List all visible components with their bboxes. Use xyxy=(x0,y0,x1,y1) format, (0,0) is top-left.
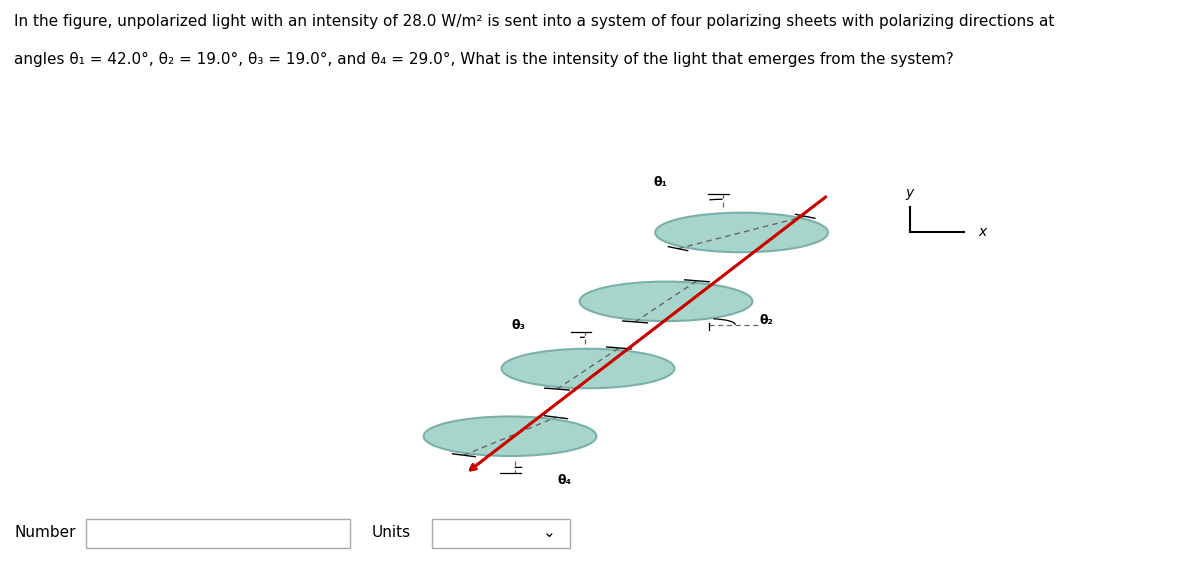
Text: x: x xyxy=(978,226,986,239)
Ellipse shape xyxy=(580,282,752,321)
Text: Number: Number xyxy=(14,525,76,540)
Text: Units: Units xyxy=(372,525,412,540)
Ellipse shape xyxy=(424,417,596,456)
Ellipse shape xyxy=(655,213,828,252)
Text: ⌄: ⌄ xyxy=(542,525,556,540)
Text: In the figure, unpolarized light with an intensity of 28.0 W/m² is sent into a s: In the figure, unpolarized light with an… xyxy=(14,14,1055,29)
Ellipse shape xyxy=(502,349,674,388)
Text: θ₃: θ₃ xyxy=(511,319,526,332)
Text: y: y xyxy=(906,186,913,200)
Text: θ₂: θ₂ xyxy=(760,313,773,327)
Text: θ₁: θ₁ xyxy=(653,176,667,189)
Text: angles θ₁ = 42.0°, θ₂ = 19.0°, θ₃ = 19.0°, and θ₄ = 29.0°, What is the intensity: angles θ₁ = 42.0°, θ₂ = 19.0°, θ₃ = 19.0… xyxy=(14,52,954,67)
Text: θ₄: θ₄ xyxy=(557,474,571,487)
